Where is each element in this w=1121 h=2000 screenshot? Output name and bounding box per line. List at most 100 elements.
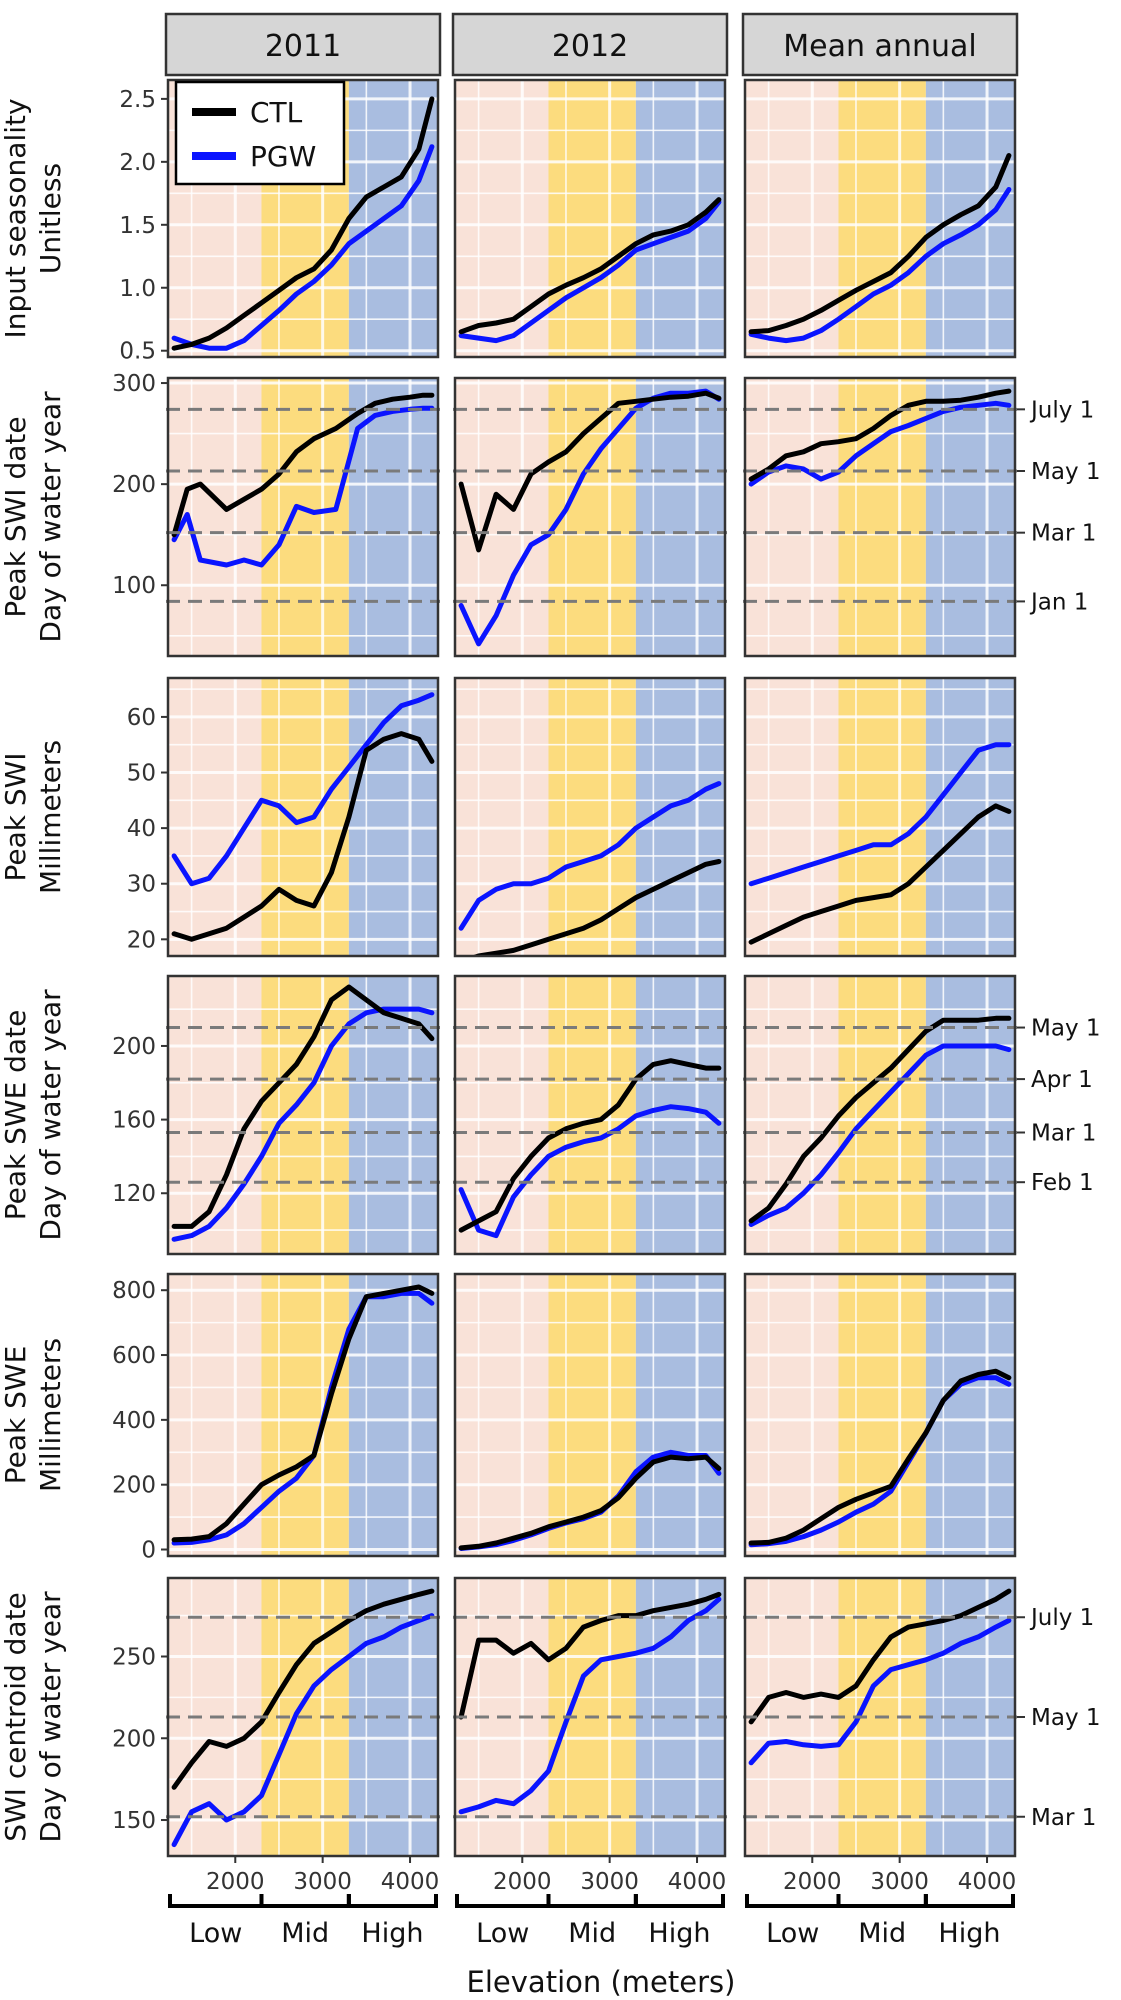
ref-date-label: Mar 1 — [1031, 521, 1096, 547]
band-label: High — [361, 1918, 423, 1949]
elevation-band-mid — [548, 80, 636, 357]
elevation-band-high — [635, 80, 725, 357]
row-title: Input seasonality — [0, 98, 32, 338]
strip-background — [164, 12, 442, 77]
panel-frame — [743, 78, 1017, 359]
x-tick-label: 3000 — [870, 1869, 929, 1895]
elevation-band-low — [455, 80, 549, 357]
panel-frame — [166, 676, 440, 958]
panel-r1-c0 — [166, 376, 440, 658]
panel-frame — [453, 1576, 727, 1858]
panel-r5-c2 — [743, 1576, 1017, 1858]
series-line-ctl — [171, 1588, 435, 1790]
series-line-ctl — [171, 392, 435, 538]
ref-date-label: Mar 1 — [1031, 1805, 1096, 1831]
y-tick-label: 20 — [127, 927, 156, 953]
panel-r1-c2 — [743, 376, 1017, 658]
panel-frame — [453, 974, 727, 1256]
ref-date-label: May 1 — [1031, 1705, 1101, 1731]
panel-content — [455, 976, 725, 1254]
band-label: Low — [189, 1918, 242, 1949]
band-bracket — [259, 1894, 351, 1908]
elevation-band-high — [925, 678, 1015, 956]
band-label: Low — [476, 1918, 529, 1949]
row-y-labels: Input seasonality Unitless 0.5 1.0 1.5 2.0 2.5… — [0, 87, 167, 1843]
ref-date-label: Mar 1 — [1031, 1120, 1096, 1146]
elevation-band-low — [168, 678, 262, 956]
band-label: Mid — [568, 1918, 616, 1949]
band-bracket — [836, 1894, 928, 1908]
series-line-ctl — [748, 388, 1012, 482]
panel-frame — [743, 376, 1017, 658]
legend-box — [174, 80, 346, 186]
panel-r5-c0 — [166, 1576, 440, 1858]
series-line-ctl — [171, 1284, 435, 1543]
series-line-ctl — [458, 390, 722, 553]
panel-r3-c2 — [743, 974, 1017, 1256]
reference-date-labels: July 1 May 1 Mar 1 Jan 1 May 1 Apr 1 Mar 1 Feb … — [1017, 397, 1101, 1831]
series-line-pgw — [748, 400, 1012, 487]
series-line-pgw — [458, 1104, 722, 1239]
panel-content — [745, 1274, 1015, 1556]
row-y-units: Millimeters — [34, 740, 67, 894]
y-tick-label: 0 — [141, 1538, 156, 1564]
panel-content — [168, 976, 438, 1254]
band-label: High — [938, 1918, 1000, 1949]
panel-frame — [166, 1576, 440, 1858]
x-tick-label: 2000 — [493, 1869, 552, 1895]
series-line-ctl — [458, 1058, 722, 1233]
panel-content — [168, 378, 438, 656]
panel-frame — [743, 1272, 1017, 1558]
series-line-ctl — [748, 1368, 1012, 1546]
strip-2: Mean annual — [741, 12, 1019, 77]
y-tick-label: 0.5 — [119, 339, 156, 365]
panel-r4-c0 — [166, 1272, 440, 1558]
elevation-band-high — [635, 378, 725, 656]
series-line-pgw — [748, 187, 1012, 344]
band-bracket — [745, 1894, 841, 1908]
panel-r3-c0 — [166, 974, 440, 1256]
series-line-pgw — [171, 1290, 435, 1546]
row-title: Peak SWI date — [0, 416, 32, 617]
panel-content — [455, 678, 725, 956]
x-tick-label: 2000 — [206, 1869, 265, 1895]
strip-label: Mean annual — [783, 29, 976, 64]
series-line-ctl — [470, 859, 722, 956]
elevation-band-mid — [548, 678, 636, 956]
band-bracket — [633, 1894, 725, 1908]
x-tick-label: 3000 — [293, 1869, 352, 1895]
row-y-units: Day of water year — [34, 989, 67, 1241]
elevation-band-low — [745, 1274, 839, 1556]
row-title: Peak SWI — [0, 752, 32, 881]
y-tick-label: 60 — [127, 705, 156, 731]
row-title: Peak SWE — [0, 1346, 32, 1485]
panel-frame — [453, 676, 727, 958]
strip-1: 2012 — [451, 12, 729, 77]
legend-label-pgw: PGW — [250, 140, 316, 173]
elevation-band-mid — [261, 976, 349, 1254]
band-bracket — [546, 1894, 638, 1908]
y-tick-label: 2.5 — [119, 87, 156, 113]
elevation-band-mid — [838, 678, 926, 956]
panel-content — [455, 80, 725, 357]
series-line-pgw — [171, 692, 435, 887]
strip-background — [451, 12, 729, 77]
legend-label-ctl: CTL — [250, 96, 303, 129]
series-line-pgw — [458, 388, 722, 647]
elevation-band-low — [745, 678, 839, 956]
ref-date-label: July 1 — [1029, 1605, 1094, 1631]
row-y-units: Day of water year — [34, 391, 67, 643]
panel-content — [168, 1274, 438, 1556]
x-axis: 2000 3000 4000 Low Mid High 2000 3000 4000 Low Mid… — [168, 1856, 1016, 1949]
y-tick-label: 1.5 — [119, 213, 156, 239]
elevation-band-low — [745, 378, 839, 656]
series-line-pgw — [171, 144, 435, 351]
panel-r0-c1 — [453, 78, 727, 359]
band-bracket — [168, 1894, 264, 1908]
elevation-band-low — [168, 976, 262, 1254]
panel-frame — [743, 1576, 1017, 1858]
band-label: High — [648, 1918, 710, 1949]
row-y-units: Day of water year — [34, 1591, 67, 1843]
y-tick-label: 100 — [112, 573, 156, 599]
panel-r0-c2 — [743, 78, 1017, 359]
